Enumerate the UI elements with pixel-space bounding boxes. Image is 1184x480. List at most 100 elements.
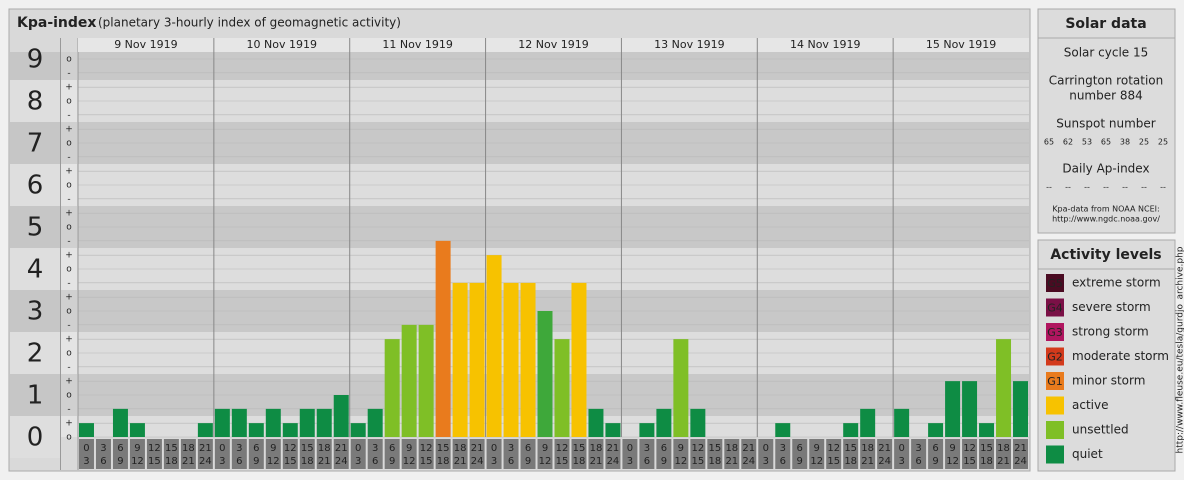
x-label-box (95, 439, 111, 469)
y-tick-label: 2 (27, 339, 44, 369)
x-tick-label: 15 (844, 443, 857, 454)
x-label-box (996, 439, 1012, 469)
x-label-box (146, 439, 162, 469)
bar (928, 423, 944, 437)
x-tick-label: 6 (100, 456, 106, 467)
x-tick-label: 3 (644, 443, 650, 454)
x-tick-label: 6 (389, 443, 395, 454)
x-label-box (622, 439, 638, 469)
x-tick-label: 6 (915, 456, 921, 467)
bar (316, 408, 332, 437)
bar (248, 423, 264, 437)
carrington: number 884 (1069, 89, 1143, 103)
x-label-box (911, 439, 927, 469)
bar (231, 408, 247, 437)
x-label-box (231, 439, 247, 469)
bar (129, 423, 145, 437)
x-tick-label: 21 (318, 456, 331, 467)
x-tick-label: 21 (590, 456, 603, 467)
band (61, 52, 77, 80)
legend-swatch (1046, 372, 1064, 390)
x-tick-label: 24 (742, 456, 755, 467)
minor-tick-label: o (66, 97, 72, 107)
x-label-box (180, 439, 196, 469)
sunspot-value: 62 (1063, 138, 1073, 147)
x-tick-label: 6 (508, 456, 514, 467)
x-tick-label: 15 (573, 443, 586, 454)
legend-swatch (1046, 298, 1064, 317)
x-label-box (843, 439, 859, 469)
x-tick-label: 21 (335, 443, 348, 454)
minor-tick-label: + (65, 83, 73, 93)
x-tick-label: 0 (627, 443, 633, 454)
band (10, 80, 60, 122)
bar (333, 395, 349, 437)
x-label-box (826, 439, 842, 469)
x-tick-label: 9 (406, 443, 412, 454)
sunspot-value: 65 (1044, 138, 1054, 147)
y-tick-label: 8 (27, 87, 44, 117)
date-strip (893, 38, 1029, 52)
sunspot-value: 25 (1139, 138, 1149, 147)
x-tick-label: 24 (199, 456, 212, 467)
band (78, 416, 1029, 437)
x-tick-label: 9 (134, 443, 140, 454)
date-strip (621, 38, 758, 52)
minor-tick-label: o (66, 307, 72, 317)
x-tick-label: 0 (219, 443, 225, 454)
x-label-box (197, 439, 213, 469)
legend-swatch (1046, 445, 1064, 464)
carrington: Carrington rotation (1049, 74, 1163, 88)
x-label-box (707, 439, 723, 469)
x-tick-label: 6 (644, 456, 650, 467)
x-tick-label: 15 (556, 456, 569, 467)
x-tick-label: 15 (691, 456, 704, 467)
x-tick-label: 3 (780, 443, 786, 454)
x-label-box (520, 439, 536, 469)
x-label-box (537, 439, 553, 469)
x-tick-label: 9 (525, 456, 531, 467)
minor-tick-label: - (67, 404, 70, 414)
x-tick-label: 18 (437, 456, 450, 467)
band (10, 206, 60, 248)
bar (520, 282, 536, 437)
x-tick-label: 0 (898, 443, 904, 454)
band (10, 416, 60, 458)
x-tick-label: 3 (627, 456, 633, 467)
x-tick-label: 12 (674, 456, 687, 467)
minor-tick-label: - (67, 68, 70, 78)
x-tick-label: 24 (471, 456, 484, 467)
x-label-box (418, 439, 434, 469)
band (61, 122, 77, 164)
legend-badge: G1 (1047, 375, 1063, 388)
y-tick-label: 5 (27, 213, 44, 243)
bar (469, 282, 485, 437)
bar (1013, 381, 1028, 437)
x-tick-label: 18 (318, 443, 331, 454)
x-tick-label: 12 (946, 456, 959, 467)
x-tick-label: 6 (253, 443, 259, 454)
credit: http://www.fleuse.eu/tesla/gurdjo_archiv… (1176, 246, 1184, 453)
x-tick-label: 21 (1014, 443, 1027, 454)
legend-label: moderate storm (1072, 349, 1169, 363)
x-tick-label: 3 (236, 443, 242, 454)
x-tick-label: 12 (539, 456, 552, 467)
date-label: 11 Nov 1919 (382, 38, 452, 51)
minor-tick-label: o (66, 391, 72, 401)
x-tick-label: 15 (980, 443, 993, 454)
x-tick-label: 9 (270, 443, 276, 454)
x-label-box (248, 439, 264, 469)
x-label-box (503, 439, 519, 469)
x-tick-label: 18 (997, 443, 1010, 454)
x-tick-label: 3 (915, 443, 921, 454)
x-label-box (1013, 439, 1028, 469)
bar (503, 282, 519, 437)
date-strip (78, 38, 214, 52)
x-label-box (469, 439, 485, 469)
x-label-box (724, 439, 740, 469)
legend-label: strong storm (1072, 325, 1149, 339)
sunspot-value: 53 (1082, 138, 1092, 147)
x-tick-label: 9 (117, 456, 123, 467)
